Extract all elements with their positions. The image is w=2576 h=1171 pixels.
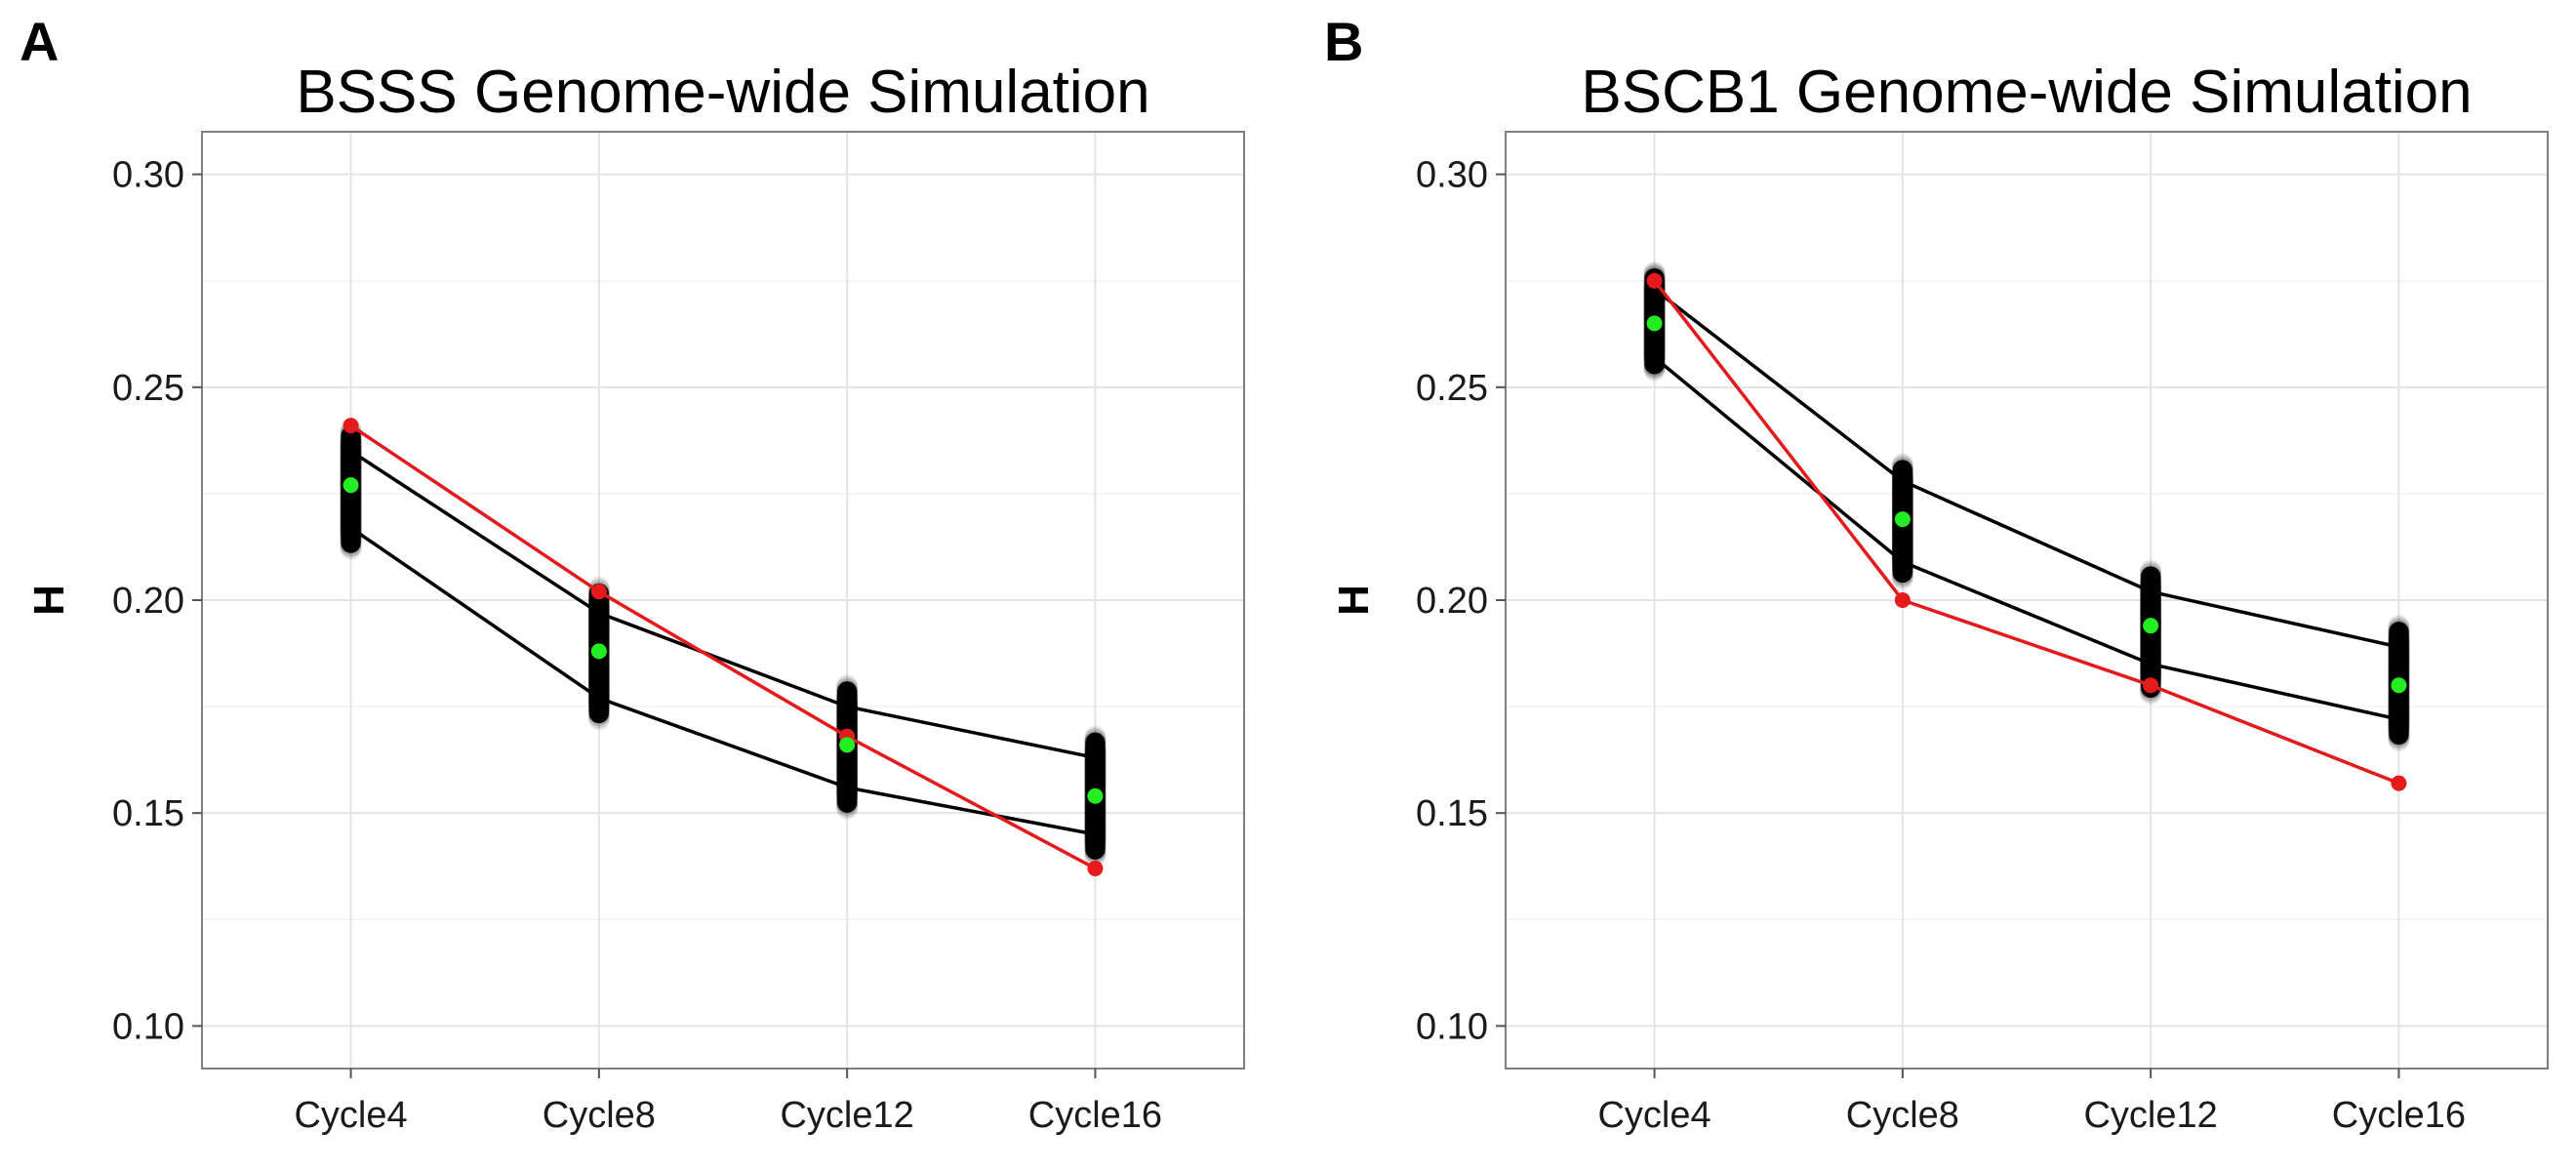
y-tick-label: 0.20 xyxy=(1416,581,1488,622)
y-axis-label: H xyxy=(25,585,73,616)
observed-point xyxy=(1894,592,1911,608)
y-tick-label: 0.25 xyxy=(1416,368,1488,409)
series-line-simulated-lower-bound xyxy=(349,526,1096,836)
y-axis-label: H xyxy=(1330,585,1378,616)
simulated-mean-point xyxy=(590,643,607,660)
simulated-mean-point xyxy=(1087,787,1104,804)
simulated-mean-point xyxy=(1646,315,1663,332)
series-line-simulated-upper-bound xyxy=(1653,288,2399,649)
x-tick-label: Cycle4 xyxy=(294,1095,407,1136)
simulated-mean-point xyxy=(2143,618,2159,634)
y-tick-label: 0.15 xyxy=(1416,793,1488,834)
observed-point xyxy=(2143,677,2159,694)
series-line-simulated-upper-bound xyxy=(349,449,1096,760)
chart-title: BSSS Genome-wide Simulation xyxy=(296,59,1149,126)
observed-point xyxy=(1087,860,1104,876)
y-tick-label: 0.25 xyxy=(112,368,184,409)
series-line-observed xyxy=(349,424,1097,870)
chart-title: BSCB1 Genome-wide Simulation xyxy=(1581,59,2472,126)
simulated-mean-point xyxy=(839,737,856,753)
observed-point xyxy=(2391,775,2407,791)
y-tick-label: 0.30 xyxy=(1416,155,1488,196)
series-line-observed xyxy=(1653,279,2400,786)
simulated-mean-point xyxy=(2391,677,2407,694)
observed-point xyxy=(342,418,359,434)
x-tick-label: Cycle12 xyxy=(2083,1095,2217,1136)
y-tick-label: 0.15 xyxy=(112,793,184,834)
y-tick-label: 0.10 xyxy=(1416,1006,1488,1047)
y-tick-label: 0.20 xyxy=(112,581,184,622)
simulated-mean-point xyxy=(1894,511,1911,528)
chart-panel-b: B BSCB1 Genome-wide Simulation 0.10 0.15 0.2… xyxy=(1324,11,2549,1136)
chart-panel-a: A BSSS Genome-wide Simulation 0.10 0.15 0.20… xyxy=(20,11,1245,1136)
panel-letter: A xyxy=(20,11,59,72)
series-line-simulated-lower-bound xyxy=(1653,355,2399,721)
x-tick-label: Cycle16 xyxy=(2332,1095,2466,1136)
x-tick-label: Cycle4 xyxy=(1597,1095,1711,1136)
y-tick-label: 0.10 xyxy=(112,1006,184,1047)
x-tick-label: Cycle8 xyxy=(543,1095,656,1136)
y-tick-label: 0.30 xyxy=(112,155,184,196)
x-tick-label: Cycle16 xyxy=(1028,1095,1162,1136)
x-tick-label: Cycle8 xyxy=(1846,1095,1959,1136)
observed-point xyxy=(590,584,607,600)
x-tick-label: Cycle12 xyxy=(780,1095,913,1136)
observed-point xyxy=(1646,272,1663,289)
panel-letter: B xyxy=(1324,11,1363,72)
simulated-mean-point xyxy=(342,477,359,494)
